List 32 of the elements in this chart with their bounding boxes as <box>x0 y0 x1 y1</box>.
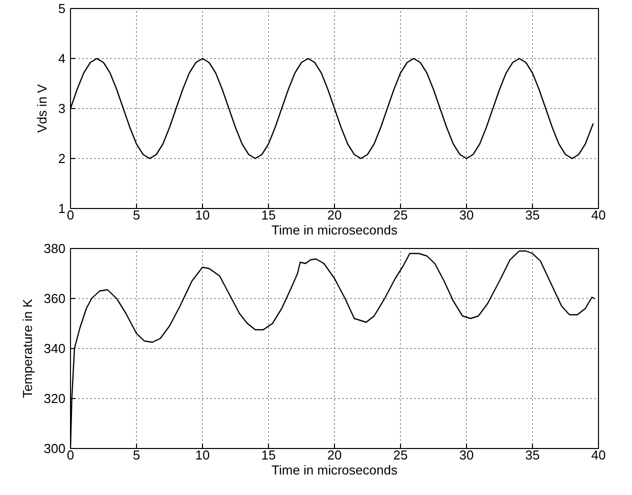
y-tick-label: 5 <box>58 1 66 16</box>
x-tick-label: 35 <box>525 448 540 462</box>
y-axis-title: Temperature in K <box>20 298 35 398</box>
y-tick-label: 380 <box>44 241 66 256</box>
x-tick-label: 0 <box>66 208 74 222</box>
x-tick-label: 40 <box>591 208 606 222</box>
x-tick-label: 15 <box>261 448 276 462</box>
y-tick-label: 3 <box>58 101 66 116</box>
x-tick-label: 40 <box>591 448 606 462</box>
y-tick-label: 340 <box>44 341 66 356</box>
x-tick-label: 10 <box>195 448 210 462</box>
x-tick-label: 0 <box>66 448 74 462</box>
y-tick-label: 2 <box>58 151 66 166</box>
x-tick-label: 5 <box>132 448 140 462</box>
x-tick-label: 35 <box>525 208 540 222</box>
y-tick-label: 4 <box>58 51 66 66</box>
x-axis-title: Time in microseconds <box>272 222 398 238</box>
x-tick-label: 30 <box>459 448 474 462</box>
y-tick-label: 300 <box>44 441 66 456</box>
y-tick-label: 320 <box>44 391 66 406</box>
x-tick-label: 20 <box>327 208 342 222</box>
y-axis-title: Vds in V <box>34 84 50 133</box>
x-axis-title: Time in microseconds <box>272 462 398 478</box>
x-tick-label: 25 <box>393 208 408 222</box>
x-tick-label: 25 <box>393 448 408 462</box>
x-tick-label: 30 <box>459 208 474 222</box>
x-tick-label: 5 <box>132 208 140 222</box>
y-tick-label: 1 <box>58 201 66 216</box>
x-tick-label: 20 <box>327 448 342 462</box>
y-tick-label: 360 <box>44 291 66 306</box>
x-tick-label: 15 <box>261 208 276 222</box>
x-tick-label: 10 <box>195 208 210 222</box>
